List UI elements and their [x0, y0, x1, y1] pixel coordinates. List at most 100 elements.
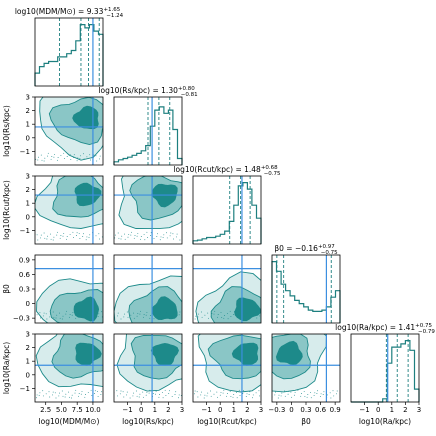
scatter-point	[145, 314, 147, 316]
x-tick-label: −1	[359, 406, 369, 414]
x-tick-label: 1	[390, 406, 394, 414]
scatter-point	[85, 239, 87, 241]
scatter-point	[134, 235, 136, 236]
scatter-point	[252, 397, 254, 399]
scatter-point	[173, 238, 175, 240]
y-tick-label: 2	[26, 344, 30, 352]
scatter-point	[68, 396, 70, 398]
scatter-point	[87, 391, 89, 393]
scatter-point	[99, 155, 101, 157]
title-plus: +0.75	[415, 323, 432, 329]
scatter-point	[61, 318, 63, 320]
scatter-point	[146, 391, 148, 393]
scatter-point	[127, 316, 129, 318]
scatter-point	[66, 156, 68, 157]
scatter-point	[310, 397, 312, 399]
panel-frame	[271, 254, 341, 324]
scatter-point	[66, 236, 68, 237]
scatter-point	[221, 317, 223, 319]
scatter-point	[179, 311, 181, 313]
scatter-point	[59, 237, 61, 239]
y-tick-label: 1	[26, 358, 30, 366]
scatter-point	[145, 394, 147, 396]
scatter-point	[259, 395, 261, 397]
panel-frame	[34, 96, 104, 166]
x-tick-label: 2	[403, 406, 407, 414]
scatter-point	[214, 310, 216, 312]
scatter-point	[227, 318, 229, 320]
scatter-point	[207, 317, 209, 319]
scatter-point	[39, 392, 41, 394]
scatter-point	[86, 156, 88, 158]
scatter-point	[144, 239, 146, 241]
scatter-point	[168, 318, 170, 320]
scatter-point	[50, 238, 52, 240]
scatter-point	[56, 314, 58, 316]
scatter-point	[42, 395, 44, 397]
histogram-step	[192, 182, 262, 244]
scatter-point	[237, 314, 239, 316]
x-axis-label: log10(Ra/kpc)	[359, 417, 411, 426]
scatter-point	[165, 395, 167, 397]
scatter-point	[54, 392, 56, 394]
scatter-point	[49, 313, 51, 315]
panel-3-3	[271, 254, 341, 324]
scatter-point	[137, 232, 139, 234]
scatter-point	[87, 311, 89, 313]
scatter-point	[48, 391, 50, 393]
scatter-point	[99, 158, 100, 160]
scatter-point	[82, 316, 84, 318]
scatter-point	[124, 313, 125, 315]
scatter-point	[171, 396, 173, 398]
scatter-point	[239, 315, 241, 316]
contour-inner	[275, 340, 303, 366]
scatter-point	[120, 390, 122, 392]
scatter-point	[71, 314, 73, 316]
x-tick-label: 5.0	[56, 406, 67, 414]
y-tick-label: −1	[20, 148, 30, 156]
scatter-point	[98, 233, 100, 235]
scatter-point	[239, 395, 241, 397]
scatter-point	[43, 312, 45, 314]
scatter-point	[129, 397, 131, 399]
scatter-point	[252, 314, 254, 316]
scatter-point	[73, 154, 75, 156]
contour-group	[114, 176, 182, 244]
scatter-point	[165, 315, 167, 316]
scatter-point	[233, 311, 235, 313]
x-tick-label: 3	[417, 406, 421, 414]
scatter-point	[153, 238, 155, 240]
scatter-point	[158, 396, 160, 398]
scatter-point	[66, 238, 67, 240]
title-plus: +1.65	[103, 7, 120, 13]
scatter-point	[219, 394, 221, 396]
scatter-point	[200, 311, 202, 313]
scatter-point	[75, 235, 77, 236]
x-tick-label: 2	[166, 406, 170, 414]
scatter-point	[275, 391, 276, 393]
scatter-point	[164, 389, 166, 391]
scatter-point	[132, 395, 134, 397]
panel-frame	[34, 175, 104, 245]
title-plus: +0.80	[178, 86, 195, 92]
x-axis-label: log10(Rcut/kpc)	[197, 417, 257, 426]
scatter-point	[133, 392, 135, 394]
scatter-point	[100, 394, 102, 395]
panel-2-1	[113, 175, 183, 245]
panel-2-0	[34, 175, 104, 245]
scatter-point	[126, 391, 128, 393]
panel-frame	[113, 333, 183, 403]
scatter-point	[135, 390, 137, 392]
scatter-point	[58, 395, 60, 397]
scatter-point	[137, 312, 139, 314]
y-tick-label: 2	[26, 186, 30, 194]
scatter-point	[75, 317, 77, 319]
scatter-point	[233, 394, 235, 395]
scatter-point	[75, 389, 77, 391]
panel-frame	[192, 175, 262, 245]
x-tick-label: 7.5	[72, 406, 83, 414]
scatter-point	[59, 312, 60, 314]
scatter-point	[89, 159, 91, 161]
scatter-point	[45, 313, 47, 315]
scatter-point	[159, 239, 161, 241]
